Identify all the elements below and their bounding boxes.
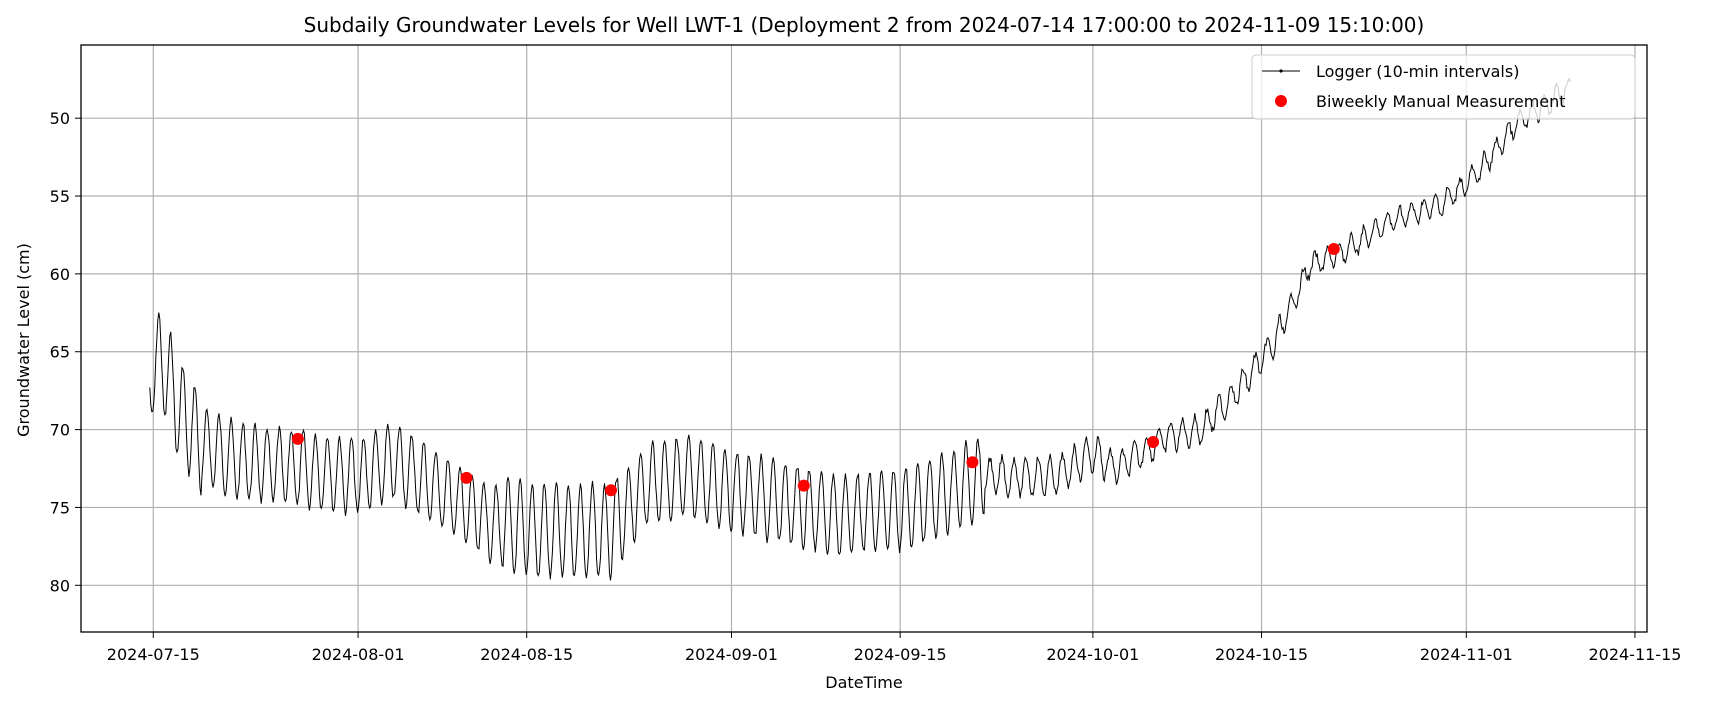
manual-measurement-point (605, 484, 618, 497)
y-axis-ticks: 50 55 60 65 70 75 80 (50, 109, 81, 595)
x-tick-label: 2024-09-15 (854, 645, 947, 664)
y-tick-label: 55 (50, 187, 70, 206)
manual-measurement-point (291, 432, 304, 445)
legend: Logger (10-min intervals) Biweekly Manua… (1251, 54, 1636, 120)
y-tick-label: 50 (50, 109, 70, 128)
y-tick-label: 65 (50, 343, 70, 362)
x-tick-label: 2024-08-15 (480, 645, 573, 664)
y-tick-label: 70 (50, 421, 70, 440)
manual-measurement-point (1327, 242, 1340, 255)
legend-manual-label: Biweekly Manual Measurement (1316, 92, 1566, 111)
x-tick-label: 2024-11-01 (1420, 645, 1513, 664)
manual-measurement-points (291, 242, 1340, 497)
legend-logger-label: Logger (10-min intervals) (1316, 62, 1519, 81)
x-tick-label: 2024-10-01 (1046, 645, 1139, 664)
legend-box (1251, 54, 1636, 120)
manual-measurement-point (460, 471, 473, 484)
legend-manual-marker (1275, 95, 1287, 107)
y-tick-label: 60 (50, 265, 70, 284)
x-tick-label: 2024-07-15 (107, 645, 200, 664)
plot-frame (80, 44, 1648, 633)
manual-measurement-point (797, 479, 810, 492)
logger-series-line (149, 77, 1571, 581)
x-axis-ticks: 2024-07-15 2024-08-01 2024-08-15 2024-09-01… (107, 632, 1681, 664)
legend-logger-marker (1279, 69, 1283, 73)
y-tick-label: 80 (50, 576, 70, 595)
manual-measurement-point (1147, 436, 1160, 449)
x-tick-label: 2024-08-01 (312, 645, 405, 664)
x-axis-title: DateTime (825, 673, 902, 692)
x-tick-label: 2024-11-15 (1588, 645, 1681, 664)
plot-area: 2024-07-15 2024-08-01 2024-08-15 2024-09-01… (50, 44, 1681, 664)
chart-title: Subdaily Groundwater Levels for Well LWT… (304, 13, 1425, 37)
y-tick-label: 75 (50, 498, 70, 517)
x-tick-label: 2024-10-15 (1215, 645, 1308, 664)
manual-measurement-point (966, 456, 979, 469)
y-axis-title: Groundwater Level (cm) (14, 243, 33, 437)
x-tick-label: 2024-09-01 (685, 645, 778, 664)
